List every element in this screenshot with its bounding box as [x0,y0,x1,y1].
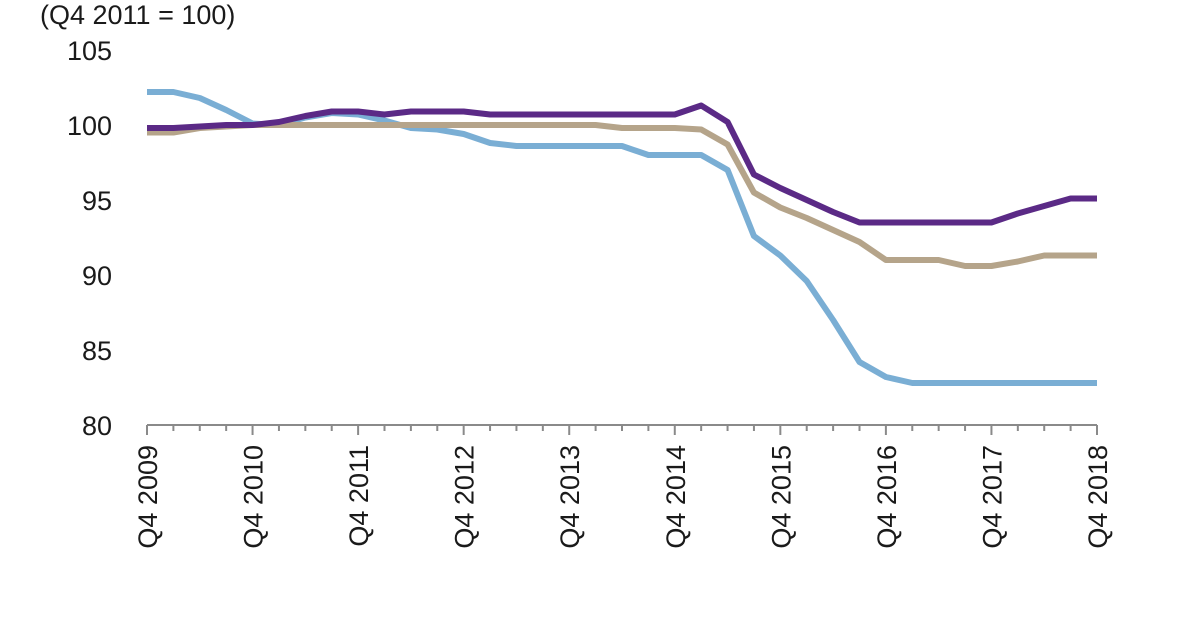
series-line-1 [147,102,1097,226]
x-tick-label: Q4 2015 [766,445,796,549]
series-line-3 [147,89,1097,386]
x-tick-label: Q4 2016 [872,445,902,549]
x-tick-label: Q4 2013 [555,445,585,549]
x-tick-label: Q4 2009 [133,445,163,549]
x-tick-label: Q4 2011 [344,445,374,547]
y-tick-label: 105 [67,36,112,66]
y-tick-label: 95 [82,186,112,216]
x-tick-label: Q4 2014 [661,445,691,549]
y-tick-label: 90 [82,261,112,291]
x-axis: Q4 2009 Q4 2010 Q4 2011 Q4 2012 Q4 2013 Q4 20… [133,424,1113,549]
y-tick-label: 80 [82,411,112,441]
x-tick-label: Q4 2010 [239,445,269,549]
y-axis: 80 85 90 95 100 105 [67,36,112,441]
x-tick-label: Q4 2017 [977,445,1007,549]
chart-title: (Q4 2011 = 100) [40,0,235,30]
y-tick-label: 100 [67,111,112,141]
x-tick-label: Q4 2018 [1083,445,1113,549]
series-lines [147,89,1097,386]
series-line-2 [147,122,1097,269]
y-tick-label: 85 [82,336,112,366]
x-tick-label: Q4 2012 [450,445,480,549]
